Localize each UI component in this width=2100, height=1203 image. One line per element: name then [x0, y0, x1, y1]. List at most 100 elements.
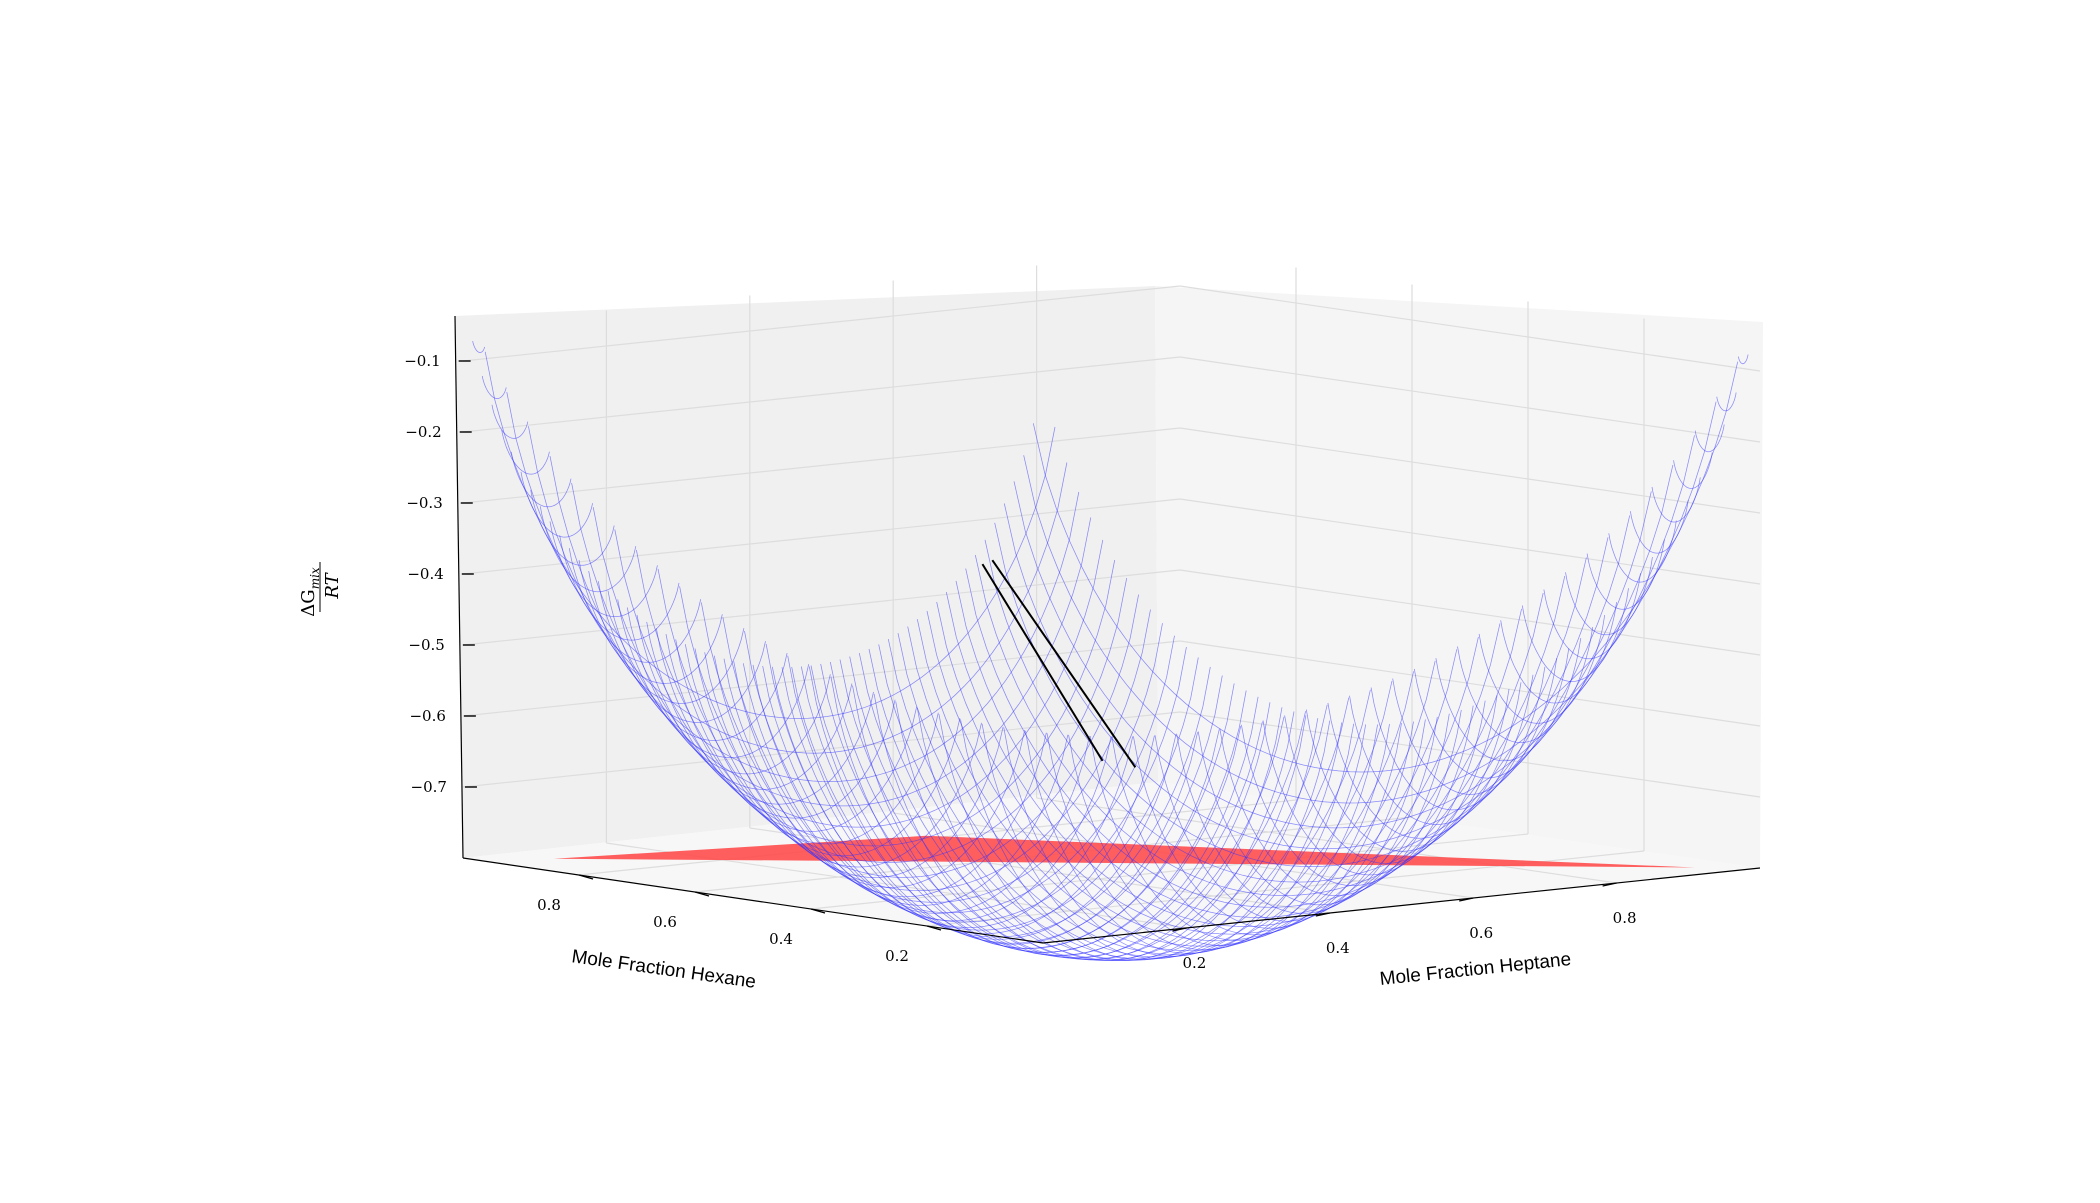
surface-mesh-line	[1370, 666, 1546, 811]
y-ticks: 0.2 0.4 0.6 0.8	[1172, 882, 1637, 972]
x-tick-mark	[694, 891, 710, 897]
x-tick-label: 0.2	[885, 947, 909, 965]
surface-mesh-line	[781, 667, 1177, 940]
grid-line	[462, 498, 1181, 575]
surface-mesh-line	[1305, 688, 1510, 852]
surface-mesh-line	[675, 639, 939, 845]
left-pane	[455, 286, 1158, 858]
surface-mesh-line	[646, 621, 874, 805]
z-label-numerator: ΔGmix	[298, 567, 322, 617]
grid-line	[1179, 427, 1761, 514]
z-tick-label: −0.6	[409, 707, 445, 725]
surface-mesh-line	[981, 720, 1331, 959]
surface-mesh-line	[1219, 709, 1462, 896]
surface-mesh-line	[1262, 700, 1486, 876]
surface-mesh-line	[1046, 724, 1367, 951]
x-tick-label: 0.4	[769, 930, 793, 948]
tie-line	[981, 563, 1104, 762]
surface-mesh-line	[771, 666, 1155, 935]
x-tick-label: 0.6	[653, 913, 677, 931]
surface-mesh-line	[626, 607, 831, 775]
surface-mesh-line	[733, 661, 1069, 906]
tie-lines	[981, 559, 1137, 768]
grid-line	[1179, 640, 1761, 727]
surface-mesh-line	[752, 664, 1112, 922]
grid-line	[462, 356, 1181, 433]
surface-mesh-line	[1025, 723, 1355, 954]
surface-mesh-line	[762, 666, 1134, 928]
surface-mesh-line	[704, 652, 1004, 878]
z-axis-line	[454, 315, 464, 859]
surface-mesh-line	[684, 644, 961, 857]
grid-line	[462, 711, 1181, 788]
surface-mesh-line	[1154, 719, 1426, 922]
surface-mesh-line	[1349, 674, 1534, 825]
surface-mesh-line	[1716, 392, 1737, 412]
gibbs-surface-wireframe	[472, 341, 1749, 961]
surface-mesh-line	[713, 655, 1026, 888]
grid-line	[462, 569, 1181, 646]
surface-mesh-line	[742, 663, 1090, 914]
surface-mesh-line	[1630, 499, 1689, 554]
z-label-subscript: mix	[308, 567, 322, 589]
surface-mesh-line	[607, 590, 788, 741]
y-tick-mark	[1602, 882, 1617, 887]
surface-mesh-line	[1197, 713, 1450, 906]
surface-mesh-line	[955, 575, 1566, 918]
surface-mesh-line	[1413, 648, 1570, 779]
surface-mesh-line	[481, 375, 507, 399]
surface-mesh-line	[559, 535, 680, 641]
x-ticks: 0.2 0.4 0.6 0.8	[537, 874, 942, 965]
x-tick-mark	[810, 908, 826, 914]
surface-mesh-line	[665, 634, 918, 832]
grid-line	[462, 427, 1181, 504]
surface-mesh-line	[820, 663, 1263, 956]
surface-mesh-line	[1651, 477, 1701, 523]
grid-line	[810, 833, 1529, 910]
y-tick-label: 0.6	[1469, 924, 1493, 942]
axes-panes	[455, 286, 1763, 943]
surface-mesh-line	[916, 708, 1295, 961]
surface-mesh-line	[897, 633, 1436, 955]
surface-mesh-line	[1738, 354, 1749, 365]
x-tick-label: 0.8	[537, 896, 561, 914]
z-tick-label: −0.4	[407, 565, 443, 583]
surface-mesh-line	[539, 506, 637, 593]
grid-line	[1179, 569, 1761, 656]
z-axis-label: ΔGmix RT	[298, 562, 343, 617]
surface-mesh-line	[588, 571, 745, 704]
surface-mesh-line	[1089, 724, 1390, 941]
surface-mesh-line	[839, 659, 1306, 960]
y-tick-mark	[1172, 927, 1187, 932]
z-ticks: −0.1 −0.2 −0.3 −0.4 −0.5 −0.6 −0.7	[404, 352, 477, 796]
surface-mesh-line	[700, 602, 1175, 914]
y-tick-mark	[1315, 912, 1330, 917]
surface-mesh-line	[1457, 626, 1594, 743]
surface-mesh-line	[549, 521, 658, 617]
x-axis-label: Mole Fraction Hexane	[570, 946, 757, 993]
surface-mesh-line	[1435, 638, 1582, 762]
surface-mesh-line	[614, 529, 1128, 863]
y-tick-label: 0.2	[1182, 954, 1206, 972]
surface-mesh-line	[1111, 723, 1402, 936]
surface-mesh-line	[472, 341, 485, 353]
grid-line	[462, 285, 1181, 362]
surface-mesh-line	[1694, 424, 1725, 453]
surface-mesh-line	[1586, 539, 1665, 610]
surface-mesh-line	[994, 491, 1652, 867]
surface-mesh-line	[878, 644, 1393, 960]
surface-mesh-line	[895, 701, 1283, 961]
y-tick-mark	[1459, 897, 1474, 902]
surface-mesh-line	[800, 666, 1220, 949]
surface-mesh-line	[510, 451, 572, 508]
surface-mesh-line	[938, 714, 1307, 961]
surface-mesh-line	[655, 628, 896, 819]
surface-mesh-line	[578, 559, 723, 684]
surface-mesh-line	[1068, 724, 1378, 946]
z-tick-label: −0.7	[411, 778, 447, 796]
grid-line	[462, 640, 1181, 717]
surface-mesh-line	[723, 658, 1047, 898]
z-tick-label: −0.1	[404, 352, 440, 370]
surface-mesh-line	[597, 581, 766, 723]
surface-mesh-line	[1565, 557, 1653, 636]
